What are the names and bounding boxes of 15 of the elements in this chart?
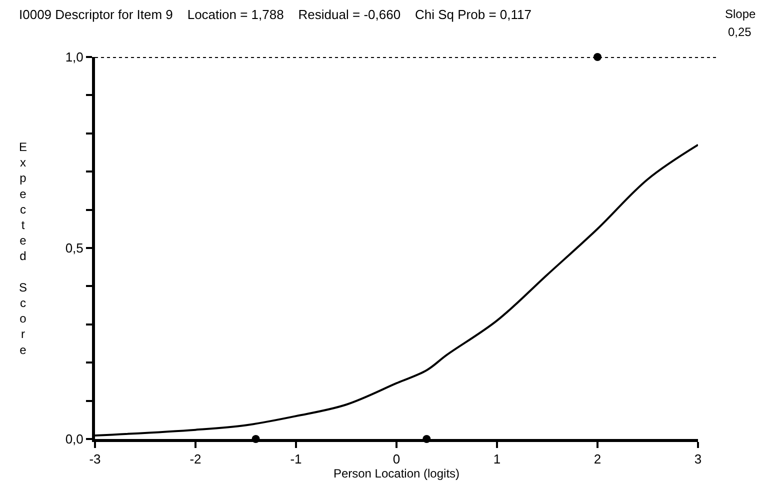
x-tick-label: 1 xyxy=(493,452,501,467)
x-tick-label: 2 xyxy=(594,452,602,467)
x-tick-label: -2 xyxy=(190,452,202,467)
x-tick-label: 3 xyxy=(694,452,702,467)
text: Expected Score xyxy=(19,140,28,357)
x-axis-title: Person Location (logits) xyxy=(333,466,460,481)
chart-title: I0009 Descriptor for Item 9 Location = 1,788 Residual = -0,660 Chi Sq Prob = 0,117 xyxy=(19,7,532,22)
text: Slope xyxy=(725,7,756,21)
x-tick-label: -3 xyxy=(89,452,101,467)
x-tick-label: -1 xyxy=(290,452,302,467)
y-tick-label: 0,5 xyxy=(65,240,84,256)
y-tick-label: 0,0 xyxy=(65,432,84,447)
text: 0,25 xyxy=(728,25,752,39)
y-tick-label: 1,0 xyxy=(65,50,84,65)
x-tick-label: 0 xyxy=(392,452,400,467)
